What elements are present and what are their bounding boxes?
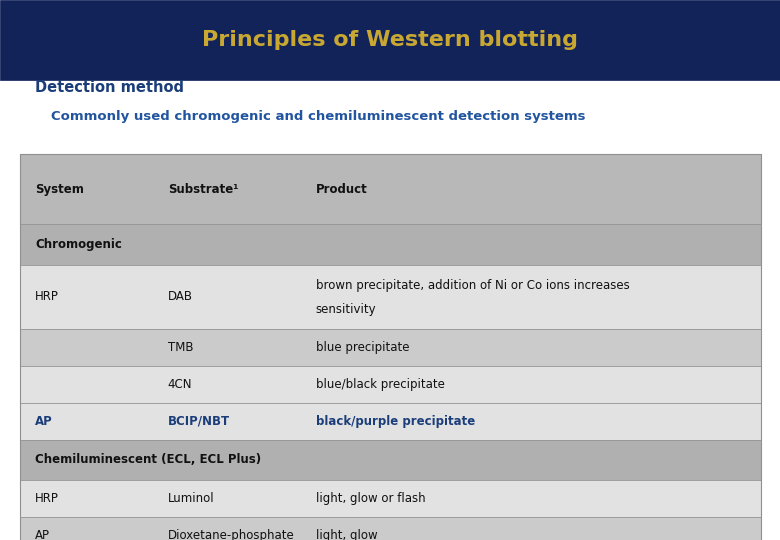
Text: Principles of Western blotting: Principles of Western blotting: [202, 30, 578, 50]
Text: AP: AP: [35, 415, 53, 428]
Text: Commonly used chromogenic and chemiluminescent detection systems: Commonly used chromogenic and chemilumin…: [51, 110, 585, 123]
FancyBboxPatch shape: [20, 154, 760, 224]
FancyBboxPatch shape: [20, 366, 760, 403]
Text: Chemiluminescent (ECL, ECL Plus): Chemiluminescent (ECL, ECL Plus): [35, 453, 261, 467]
Text: Luminol: Luminol: [168, 492, 214, 505]
FancyBboxPatch shape: [0, 0, 780, 80]
Text: blue/black precipitate: blue/black precipitate: [316, 378, 445, 391]
Text: brown precipitate, addition of Ni or Co ions increases: brown precipitate, addition of Ni or Co …: [316, 280, 629, 293]
Text: 4CN: 4CN: [168, 378, 192, 391]
Text: BCIP/NBT: BCIP/NBT: [168, 415, 230, 428]
FancyBboxPatch shape: [20, 440, 760, 480]
Text: HRP: HRP: [35, 291, 59, 303]
FancyBboxPatch shape: [20, 403, 760, 440]
FancyBboxPatch shape: [20, 265, 760, 329]
Text: Detection method: Detection method: [35, 80, 184, 95]
Text: Substrate¹: Substrate¹: [168, 183, 238, 195]
Text: Product: Product: [316, 183, 367, 195]
Text: light, glow: light, glow: [316, 529, 378, 540]
Text: AP: AP: [35, 529, 50, 540]
Text: System: System: [35, 183, 84, 195]
Text: DAB: DAB: [168, 291, 193, 303]
FancyBboxPatch shape: [20, 517, 760, 540]
Text: blue precipitate: blue precipitate: [316, 341, 410, 354]
Text: sensitivity: sensitivity: [316, 303, 377, 316]
Text: black/purple precipitate: black/purple precipitate: [316, 415, 475, 428]
Text: TMB: TMB: [168, 341, 193, 354]
FancyBboxPatch shape: [20, 329, 760, 366]
Bar: [20, 154, 760, 540]
Text: Chromogenic: Chromogenic: [35, 238, 122, 251]
Text: light, glow or flash: light, glow or flash: [316, 492, 426, 505]
FancyBboxPatch shape: [20, 480, 760, 517]
FancyBboxPatch shape: [20, 224, 760, 265]
Text: HRP: HRP: [35, 492, 59, 505]
Text: Dioxetane-phosphate: Dioxetane-phosphate: [168, 529, 295, 540]
